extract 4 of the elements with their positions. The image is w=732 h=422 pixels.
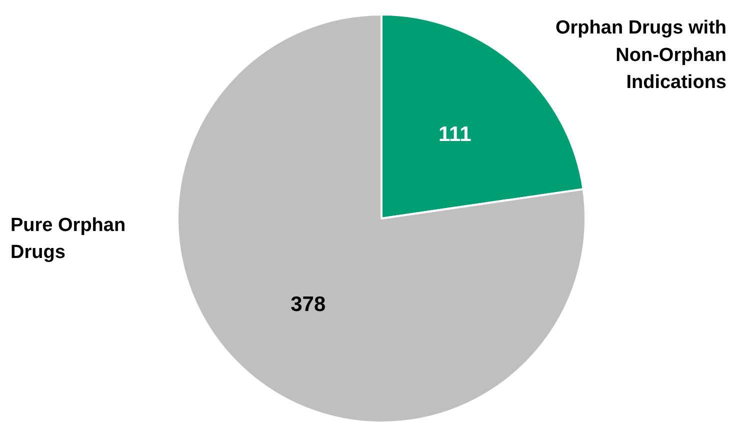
data-label: 111 [438,123,472,146]
slice-label: Pure Orphan Drugs [10,214,126,264]
slice-label: Orphan Drugs with Non-Orphan Indications [556,18,727,94]
data-label: 378 [290,292,326,316]
